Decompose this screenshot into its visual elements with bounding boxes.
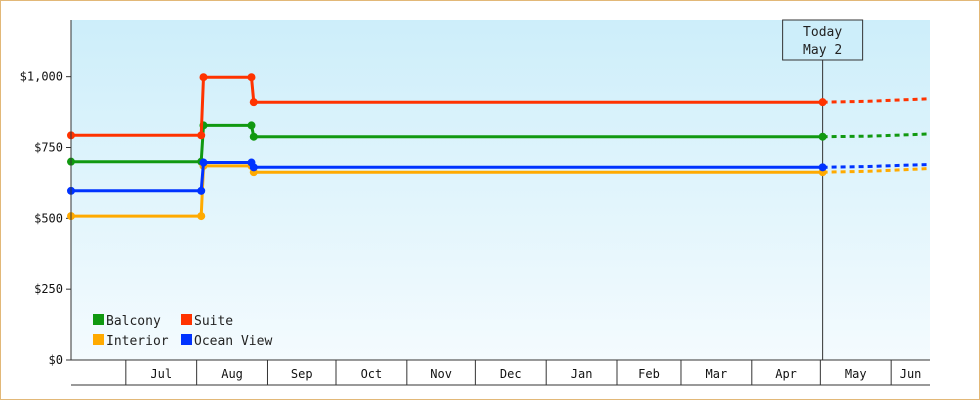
x-tick-label: Jan	[571, 367, 593, 381]
data-point	[249, 98, 258, 107]
data-point	[199, 158, 208, 167]
x-tick-label: Sep	[291, 367, 313, 381]
y-axis-ticks: $0 $250 $500 $750 $1,000	[20, 70, 71, 367]
series-ocean-view	[67, 158, 931, 195]
x-tick-label: Nov	[430, 367, 452, 381]
series-suite	[67, 73, 931, 140]
x-tick-label: Dec	[500, 367, 522, 381]
data-point	[247, 73, 256, 82]
series-line	[71, 164, 823, 218]
y-tick-label: $0	[49, 353, 63, 367]
legend-swatch	[181, 314, 192, 325]
y-tick-label: $750	[34, 141, 63, 155]
data-point	[247, 121, 256, 130]
series-balcony	[67, 121, 931, 166]
legend-item: Suite	[181, 314, 233, 329]
series-line	[71, 161, 823, 193]
y-tick-label: $1,000	[20, 70, 63, 84]
legend-label: Interior	[106, 334, 169, 349]
x-tick-label: Mar	[706, 367, 728, 381]
legend-label: Ocean View	[194, 334, 272, 349]
legend-swatch	[93, 314, 104, 325]
data-point	[249, 132, 258, 141]
today-box	[782, 19, 864, 61]
legend-label: Suite	[194, 314, 233, 329]
legend-item: Balcony	[93, 314, 161, 329]
data-point	[197, 131, 206, 140]
data-point	[249, 163, 258, 172]
legend: Balcony Suite Interior Ocean View	[93, 314, 272, 349]
legend-swatch	[181, 334, 192, 345]
today-label: Today	[803, 25, 842, 40]
x-tick-label: Oct	[361, 367, 383, 381]
series-layer	[67, 73, 931, 221]
x-tick-label: Aug	[221, 367, 243, 381]
data-point	[818, 163, 827, 172]
x-tick-label: May	[845, 367, 867, 381]
x-tick-label: Jul	[150, 367, 172, 381]
x-tick-label: Feb	[638, 367, 660, 381]
data-point	[818, 132, 827, 141]
data-point	[197, 212, 206, 221]
forecast-line	[822, 163, 931, 169]
legend-item: Ocean View	[181, 334, 272, 349]
today-marker: Today May 2	[782, 19, 864, 360]
today-date: May 2	[803, 43, 842, 58]
data-point	[199, 73, 208, 82]
y-tick-label: $500	[34, 211, 63, 225]
forecast-line	[822, 132, 931, 139]
x-tick-label: Jun	[900, 367, 922, 381]
y-tick-label: $250	[34, 282, 63, 296]
forecast-line	[822, 97, 931, 104]
data-point	[197, 186, 206, 195]
legend-label: Balcony	[106, 314, 161, 329]
x-axis: Jul Aug Sep Oct Nov Dec Jan Feb Mar Apr May Jun	[71, 359, 930, 386]
data-point	[818, 98, 827, 107]
legend-item: Interior	[93, 334, 169, 349]
series-line	[71, 75, 823, 137]
x-tick-label: Apr	[775, 367, 797, 381]
legend-swatch	[93, 334, 104, 345]
forecast-line	[822, 167, 931, 174]
series-line	[71, 123, 823, 164]
